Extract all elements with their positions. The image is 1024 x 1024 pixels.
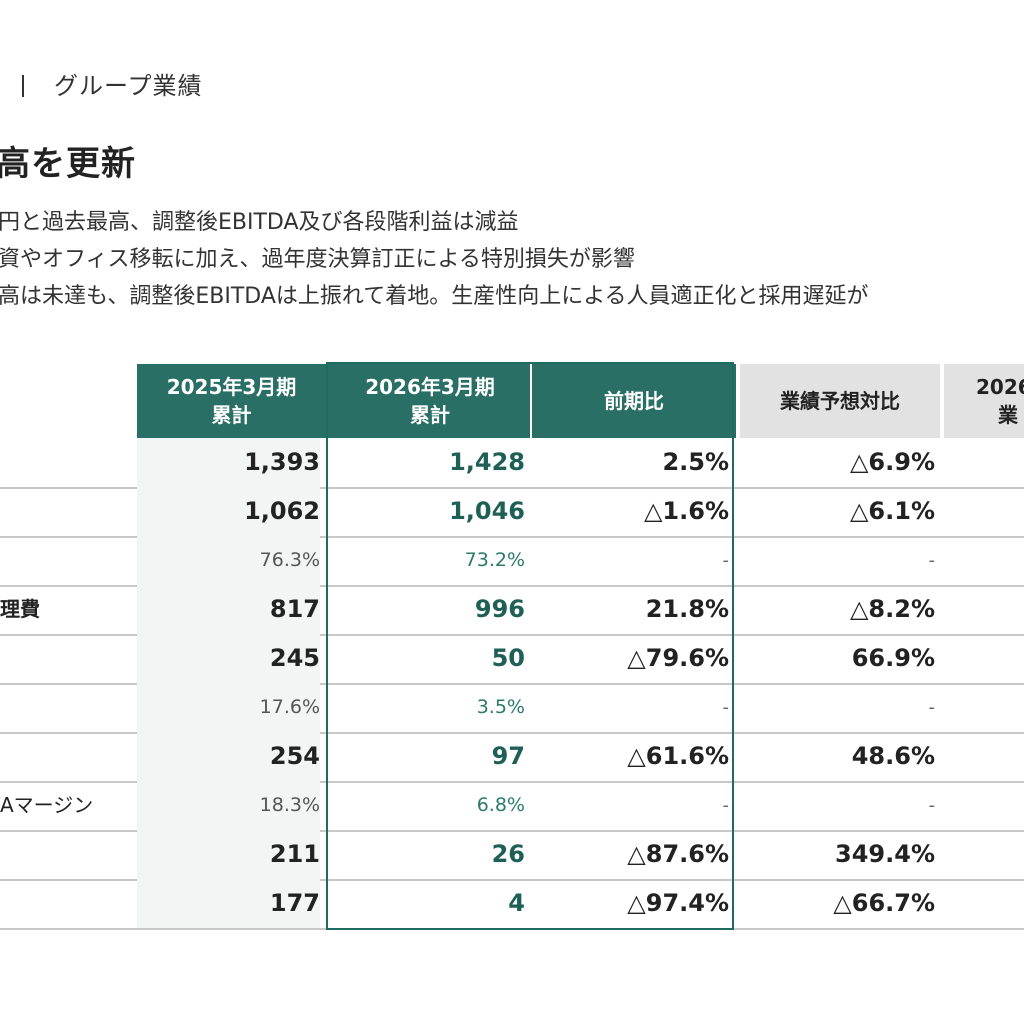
cell-yoy: △87.6% — [627, 840, 729, 868]
table-row: 1,062 1,046 △1.6% △6.1% — [0, 487, 1024, 538]
cell-fy2026: 996 — [474, 595, 525, 623]
cell-fy2026: 1,428 — [449, 448, 525, 476]
cell-fy2026: 97 — [491, 742, 525, 770]
table-row: 177 4 △97.4% △66.7% — [0, 879, 1024, 930]
table-row: 76.3% 73.2% - - — [0, 536, 1024, 587]
cell-yoy: 2.5% — [662, 448, 729, 476]
bullet-line: 高は未達も、調整後EBITDAは上振れて着地。生産性向上による人員適正化と採用遅… — [0, 284, 869, 309]
cell-vs-forecast: - — [928, 550, 936, 571]
cell-fy2025: 177 — [137, 879, 320, 928]
cell-yoy: 21.8% — [645, 595, 729, 623]
summary-bullets: 円と過去最高、調整後EBITDA及び各段階利益は減益 資やオフィス移転に加え、過… — [0, 204, 869, 315]
col-header-vs-forecast: 業績予想対比 — [740, 364, 940, 438]
cell-fy2026: 3.5% — [476, 696, 525, 718]
cell-fy2026: 6.8% — [476, 794, 525, 816]
cell-fy2025: 17.6% — [137, 683, 320, 732]
table-row: 254 97 △61.6% 48.6% — [0, 732, 1024, 783]
cell-fy2025: 76.3% — [137, 536, 320, 585]
cell-fy2025: 817 — [137, 585, 320, 634]
divider — [22, 75, 24, 97]
cell-vs-forecast: - — [928, 795, 936, 816]
cell-yoy: △1.6% — [643, 497, 729, 525]
col-header-line: 業 — [998, 403, 1018, 427]
cell-fy2026: 73.2% — [464, 549, 525, 571]
cell-vs-forecast: △66.7% — [833, 889, 935, 917]
cell-fy2026: 1,046 — [449, 497, 525, 525]
col-header-line: 2026 — [976, 375, 1024, 399]
table-row: Aマージン 18.3% 6.8% - - — [0, 781, 1024, 832]
col-header-fy2026-forecast: 2026 業 — [944, 364, 1024, 438]
row-label: 理費 — [0, 597, 40, 621]
row-label: Aマージン — [0, 793, 94, 817]
page-title: 高を更新 — [0, 144, 136, 184]
cell-vs-forecast: 48.6% — [851, 742, 935, 770]
cell-yoy: - — [722, 550, 730, 571]
section-label-text: グループ業績 — [54, 72, 203, 100]
cell-yoy: - — [722, 795, 730, 816]
col-header-line: 2026年3月期 — [365, 375, 495, 399]
col-header-fy2025: 2025年3月期 累計 — [137, 364, 326, 438]
cell-vs-forecast: 66.9% — [851, 644, 935, 672]
col-header-line: 2025年3月期 — [166, 375, 297, 399]
cell-yoy: △79.6% — [627, 644, 729, 672]
cell-yoy: △61.6% — [627, 742, 729, 770]
table-row: 245 50 △79.6% 66.9% — [0, 634, 1024, 685]
cell-vs-forecast: △6.1% — [849, 497, 935, 525]
cell-fy2025: 245 — [137, 634, 320, 683]
cell-fy2026: 50 — [491, 644, 525, 672]
cell-yoy: △97.4% — [627, 889, 729, 917]
col-header-fy2026: 2026年3月期 累計 — [326, 364, 532, 438]
cell-vs-forecast: 349.4% — [835, 840, 935, 868]
col-header-yoy: 前期比 — [530, 364, 736, 438]
col-header-line: 累計 — [410, 403, 450, 427]
table-row: 理費 817 996 21.8% △8.2% — [0, 585, 1024, 636]
table-row: 211 26 △87.6% 349.4% — [0, 830, 1024, 881]
cell-fy2026: 26 — [491, 840, 525, 868]
col-header-line: 前期比 — [604, 389, 664, 413]
bullet-line: 円と過去最高、調整後EBITDA及び各段階利益は減益 — [0, 210, 519, 235]
cell-fy2026: 4 — [508, 889, 525, 917]
bullet-line: 資やオフィス移転に加え、過年度決算訂正による特別損失が影響 — [0, 247, 635, 272]
cell-yoy: - — [722, 697, 730, 718]
col-header-line: 業績予想対比 — [780, 389, 900, 413]
cell-vs-forecast: △8.2% — [849, 595, 935, 623]
table-row: 17.6% 3.5% - - — [0, 683, 1024, 734]
cell-vs-forecast: - — [928, 697, 936, 718]
cell-fy2025: 18.3% — [137, 781, 320, 830]
cell-vs-forecast: △6.9% — [849, 448, 935, 476]
section-label: グループ業績 — [22, 66, 203, 101]
cell-fy2025: 254 — [137, 732, 320, 781]
cell-fy2025: 1,393 — [137, 438, 320, 487]
cell-fy2025: 1,062 — [137, 487, 320, 536]
table-row: 1,393 1,428 2.5% △6.9% — [0, 438, 1024, 489]
cell-fy2025: 211 — [137, 830, 320, 879]
col-header-line: 累計 — [211, 403, 252, 427]
